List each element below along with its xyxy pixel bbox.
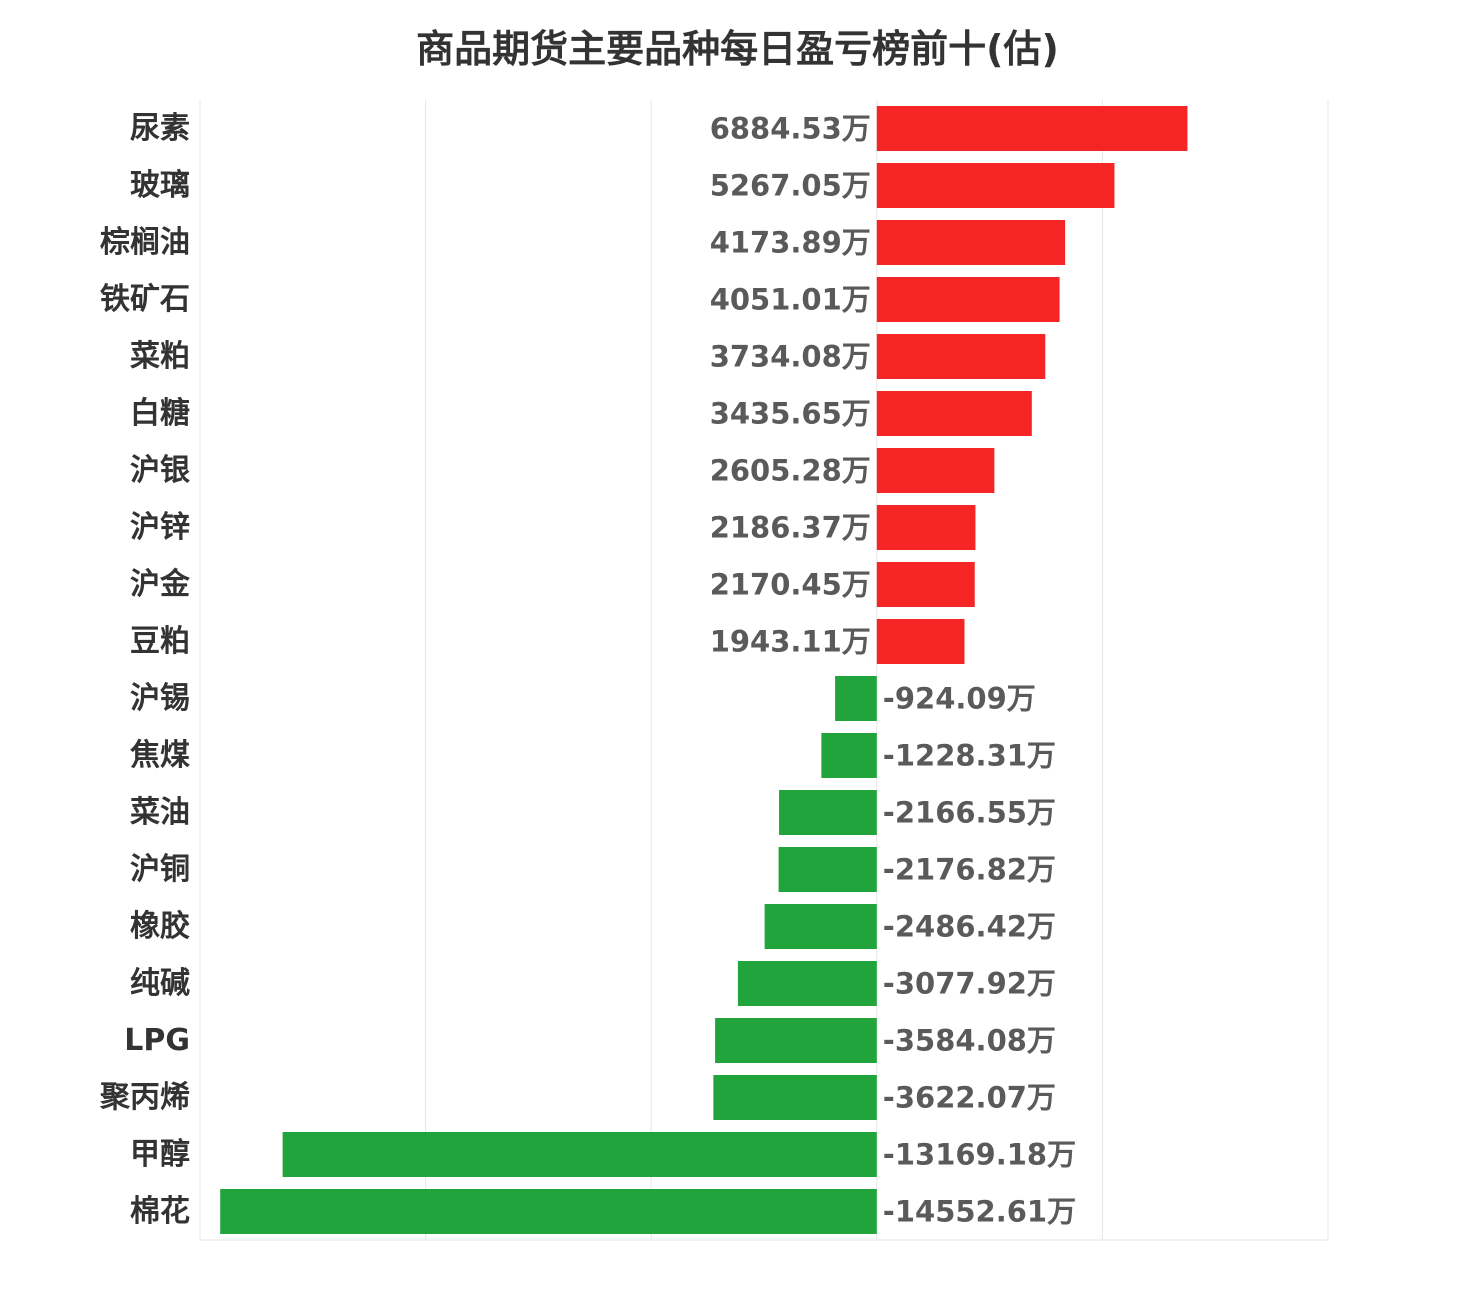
value-label: -1228.31万 [883,739,1056,773]
value-label: 2170.45万 [710,568,871,602]
bar-沪金 [876,562,975,607]
bar-沪锌 [876,505,976,550]
category-label: 聚丙烯 [99,1080,190,1115]
value-label: -924.09万 [883,682,1036,716]
category-label: 甲醇 [130,1137,190,1172]
value-label: -2176.82万 [883,853,1056,887]
category-label: 菜粕 [130,339,190,374]
category-label: 沪铜 [130,852,190,887]
bar-棕榈油 [876,220,1066,265]
value-label: -3584.08万 [883,1024,1056,1058]
bar-尿素 [876,106,1188,151]
bar-菜油 [779,790,877,835]
category-label: 玻璃 [130,168,190,203]
bar-沪银 [876,448,995,493]
bar-纯碱 [737,961,877,1006]
bar-沪铜 [778,847,877,892]
bar-玻璃 [876,163,1115,208]
category-label: 橡胶 [130,909,190,944]
value-label: -2486.42万 [883,910,1056,944]
bar-棉花 [220,1189,877,1234]
value-label: -2166.55万 [883,796,1056,830]
category-label: 焦煤 [130,738,190,773]
category-label: 沪金 [130,567,191,602]
gridlines [199,100,1329,1241]
bar-白糖 [876,391,1032,436]
bar-沪锡 [835,676,877,721]
category-label: 尿素 [130,111,190,146]
category-label: 棕榈油 [100,225,190,260]
category-label: 沪银 [130,453,190,488]
value-label: 3734.08万 [710,340,871,374]
category-label: 铁矿石 [100,282,190,317]
category-label: 豆粕 [130,624,190,659]
category-label: 棉花 [130,1194,190,1229]
bar-焦煤 [821,733,877,778]
value-label: 2605.28万 [710,454,871,488]
category-label: 纯碱 [130,966,190,1001]
bar-橡胶 [764,904,877,949]
value-label: -13169.18万 [883,1138,1076,1172]
value-label: -3077.92万 [883,967,1056,1001]
bar-甲醇 [282,1132,877,1177]
bar-LPG [715,1018,877,1063]
bar-豆粕 [876,619,965,664]
value-label: 4173.89万 [710,226,871,260]
category-label: 沪锌 [130,510,190,545]
value-label: 5267.05万 [710,169,871,203]
bar-聚丙烯 [713,1075,877,1120]
bars [220,106,1188,1234]
chart-title: 商品期货主要品种每日盈亏榜前十(估) [416,27,1059,71]
bar-菜粕 [876,334,1046,379]
value-label: -14552.61万 [883,1195,1076,1229]
category-label: 菜油 [130,795,190,830]
category-label: 沪锡 [130,681,190,716]
category-label: LPG [124,1023,190,1058]
value-label: 1943.11万 [710,625,871,659]
value-label: 6884.53万 [710,112,871,146]
value-label: -3622.07万 [883,1081,1056,1115]
bar-铁矿石 [876,277,1060,322]
value-label: 2186.37万 [710,511,871,545]
value-label: 3435.65万 [710,397,871,431]
value-label: 4051.01万 [710,283,871,317]
category-label: 白糖 [130,396,190,431]
